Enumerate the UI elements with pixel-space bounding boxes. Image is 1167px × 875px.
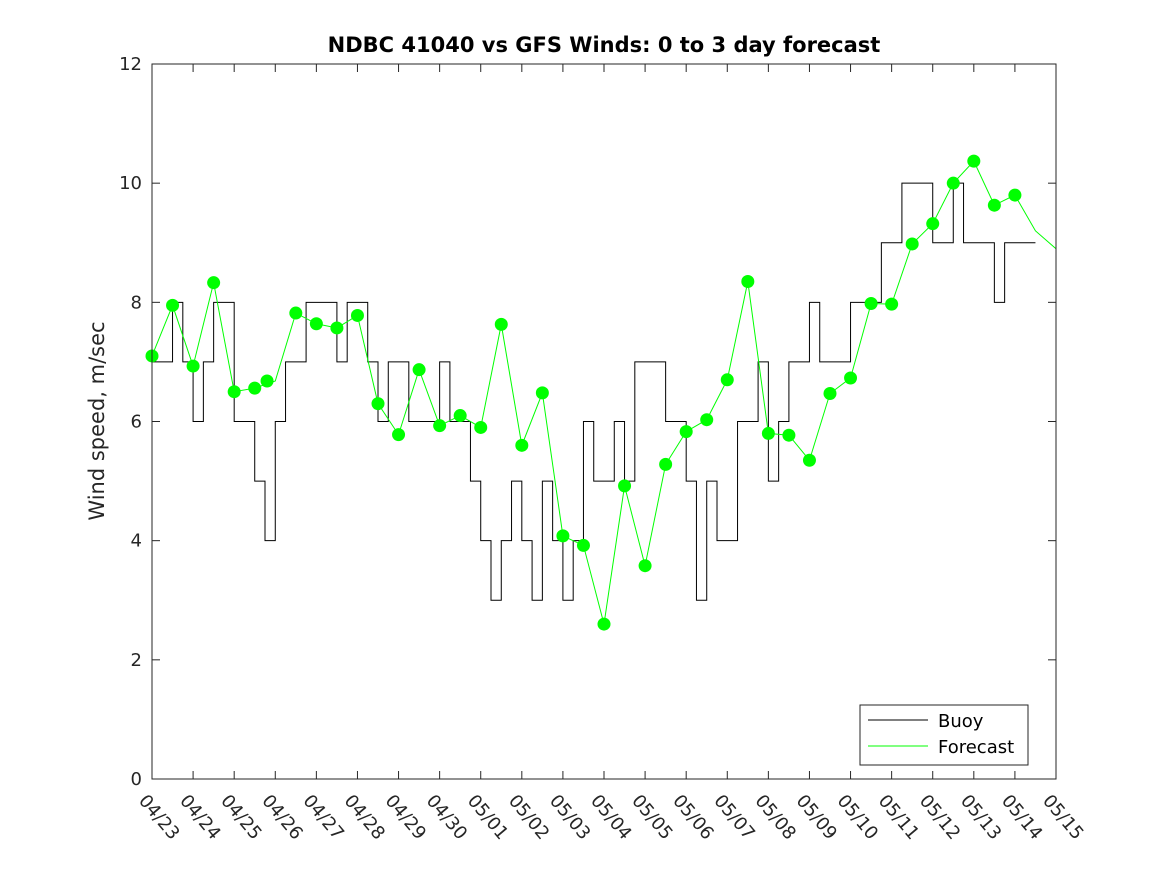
forecast-point bbox=[638, 559, 652, 573]
y-axis-ticks: 0 2 4 6 8 10 12 bbox=[119, 54, 1056, 790]
y-tick-label: 6 bbox=[131, 412, 142, 433]
y-tick-label: 0 bbox=[131, 769, 142, 790]
forecast-point bbox=[289, 306, 303, 320]
y-tick-label: 2 bbox=[131, 650, 142, 671]
forecast-point bbox=[597, 617, 611, 631]
legend-box bbox=[859, 704, 1029, 766]
forecast-point bbox=[741, 274, 755, 288]
forecast-point bbox=[782, 428, 796, 442]
forecast-point bbox=[1008, 188, 1022, 202]
forecast-point bbox=[535, 386, 549, 400]
forecast-point bbox=[659, 457, 673, 471]
forecast-point bbox=[576, 538, 590, 552]
forecast-point bbox=[309, 317, 323, 331]
forecast-point bbox=[802, 453, 816, 467]
forecast-point bbox=[967, 154, 981, 168]
forecast-point bbox=[166, 298, 180, 312]
forecast-point bbox=[392, 428, 406, 442]
forecast-point bbox=[946, 176, 960, 190]
y-tick-label: 8 bbox=[131, 292, 142, 313]
forecast-point bbox=[556, 529, 570, 543]
forecast-point bbox=[453, 409, 467, 423]
y-axis-label: Wind speed, m/sec bbox=[85, 321, 109, 520]
forecast-point bbox=[618, 479, 632, 493]
forecast-point bbox=[823, 386, 837, 400]
forecast-point bbox=[679, 425, 693, 439]
forecast-point bbox=[350, 308, 364, 322]
forecast-point bbox=[412, 363, 426, 377]
plot-area bbox=[152, 64, 1056, 779]
legend-forecast-label: Forecast bbox=[938, 737, 1014, 758]
y-tick-label: 4 bbox=[131, 531, 142, 552]
forecast-point bbox=[844, 371, 858, 385]
forecast-point bbox=[186, 359, 200, 373]
forecast-point bbox=[494, 317, 508, 331]
y-tick-label: 12 bbox=[119, 54, 142, 75]
forecast-point bbox=[371, 397, 385, 411]
forecast-point bbox=[227, 385, 241, 399]
y-tick-label: 10 bbox=[119, 173, 142, 194]
forecast-point bbox=[987, 198, 1001, 212]
forecast-point bbox=[700, 413, 714, 427]
forecast-point bbox=[474, 420, 488, 434]
forecast-point bbox=[761, 426, 775, 440]
forecast-point bbox=[905, 237, 919, 251]
forecast-point bbox=[926, 217, 940, 231]
forecast-point bbox=[248, 381, 262, 395]
legend-buoy-label: Buoy bbox=[938, 711, 984, 732]
forecast-point bbox=[260, 374, 274, 388]
forecast-point bbox=[515, 438, 529, 452]
forecast-point bbox=[864, 297, 878, 311]
forecast-point bbox=[885, 297, 899, 311]
forecast-point bbox=[433, 419, 447, 433]
legend: Buoy Forecast bbox=[859, 704, 1029, 766]
forecast-point bbox=[330, 321, 344, 335]
chart-title: NDBC 41040 vs GFS Winds: 0 to 3 day fore… bbox=[328, 33, 881, 57]
forecast-point bbox=[720, 373, 734, 387]
forecast-point bbox=[207, 276, 221, 290]
